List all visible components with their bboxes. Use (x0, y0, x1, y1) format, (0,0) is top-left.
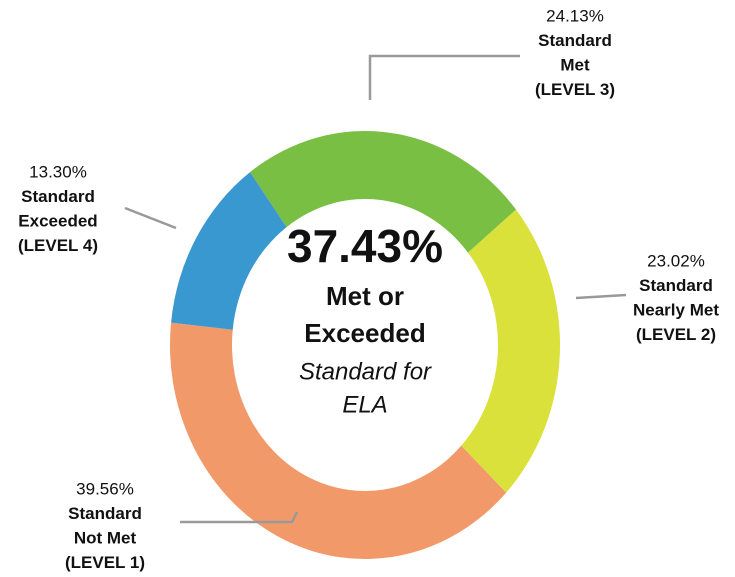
segment-label: Nearly Met (633, 300, 719, 319)
segment-label: Not Met (74, 528, 137, 547)
leader-line (124, 206, 177, 230)
segment-label: Standard (21, 187, 95, 206)
segment-label: (LEVEL 4) (18, 236, 98, 255)
center-note: ELA (342, 391, 387, 418)
leader-line (180, 511, 299, 524)
donut-segment (250, 130, 516, 253)
leader-line (368, 54, 520, 100)
center-line: Met or (326, 281, 404, 311)
segment-label: Standard (639, 276, 713, 295)
center-note: Standard for (299, 358, 432, 385)
segment-label: Met (560, 55, 590, 74)
center-line: Exceeded (304, 318, 425, 348)
value-label: 24.13% (546, 6, 604, 25)
segment-label: Standard (68, 504, 142, 523)
segment-label: (LEVEL 3) (535, 80, 615, 99)
donut-segment (169, 322, 507, 560)
center-value: 37.43% (287, 220, 443, 272)
segment-label: Exceeded (18, 211, 97, 230)
donut-segment (171, 172, 287, 330)
leader-line (575, 293, 627, 300)
segment-label: Standard (538, 31, 612, 50)
value-label: 13.30% (29, 162, 87, 181)
segment-label: (LEVEL 2) (636, 325, 716, 344)
donut-segment (461, 209, 561, 493)
value-label: 39.56% (76, 479, 134, 498)
value-label: 23.02% (647, 251, 705, 270)
segment-label: (LEVEL 1) (65, 553, 145, 572)
